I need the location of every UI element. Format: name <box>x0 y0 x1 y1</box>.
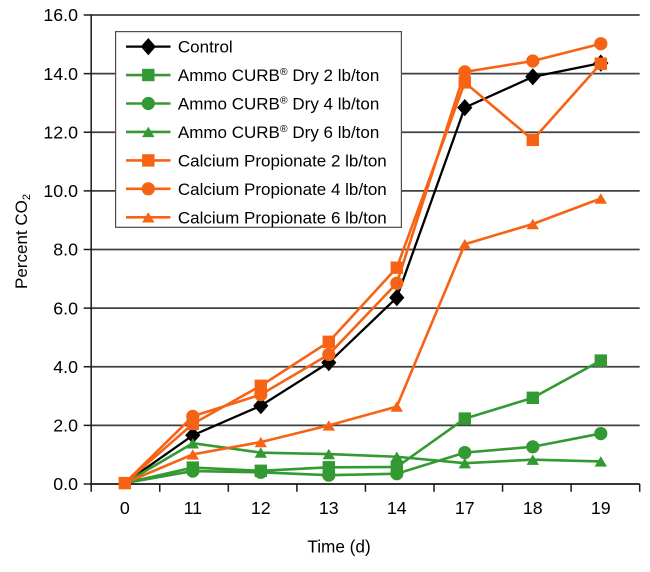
svg-text:Calcium Propionate 4 lb/ton: Calcium Propionate 4 lb/ton <box>178 180 387 199</box>
svg-text:4.0: 4.0 <box>53 357 78 377</box>
svg-text:18: 18 <box>523 498 543 518</box>
svg-text:6.0: 6.0 <box>53 298 78 318</box>
svg-text:19: 19 <box>591 498 611 518</box>
svg-text:Percent CO2: Percent CO2 <box>12 194 33 289</box>
svg-text:13: 13 <box>319 498 339 518</box>
svg-text:Control: Control <box>178 38 233 57</box>
svg-text:Ammo CURB® Dry 6 lb/ton: Ammo CURB® Dry 6 lb/ton <box>178 123 379 142</box>
svg-text:Ammo CURB® Dry 4 lb/ton: Ammo CURB® Dry 4 lb/ton <box>178 95 379 114</box>
svg-text:Time (d): Time (d) <box>307 537 370 557</box>
svg-text:14: 14 <box>387 498 407 518</box>
svg-text:16.0: 16.0 <box>43 5 78 25</box>
svg-text:12.0: 12.0 <box>43 122 78 142</box>
svg-text:8.0: 8.0 <box>53 240 78 260</box>
svg-text:0.0: 0.0 <box>53 474 78 494</box>
svg-text:Calcium Propionate 6 lb/ton: Calcium Propionate 6 lb/ton <box>178 208 387 227</box>
svg-text:12: 12 <box>251 498 271 518</box>
svg-text:10.0: 10.0 <box>43 181 78 201</box>
svg-text:Calcium Propionate 2 lb/ton: Calcium Propionate 2 lb/ton <box>178 152 387 171</box>
svg-text:Ammo CURB® Dry 2 lb/ton: Ammo CURB® Dry 2 lb/ton <box>178 66 379 85</box>
svg-text:11: 11 <box>184 498 203 518</box>
svg-text:2.0: 2.0 <box>53 416 78 436</box>
svg-text:17: 17 <box>455 498 475 518</box>
svg-text:0: 0 <box>120 498 130 518</box>
svg-text:14.0: 14.0 <box>43 64 78 84</box>
